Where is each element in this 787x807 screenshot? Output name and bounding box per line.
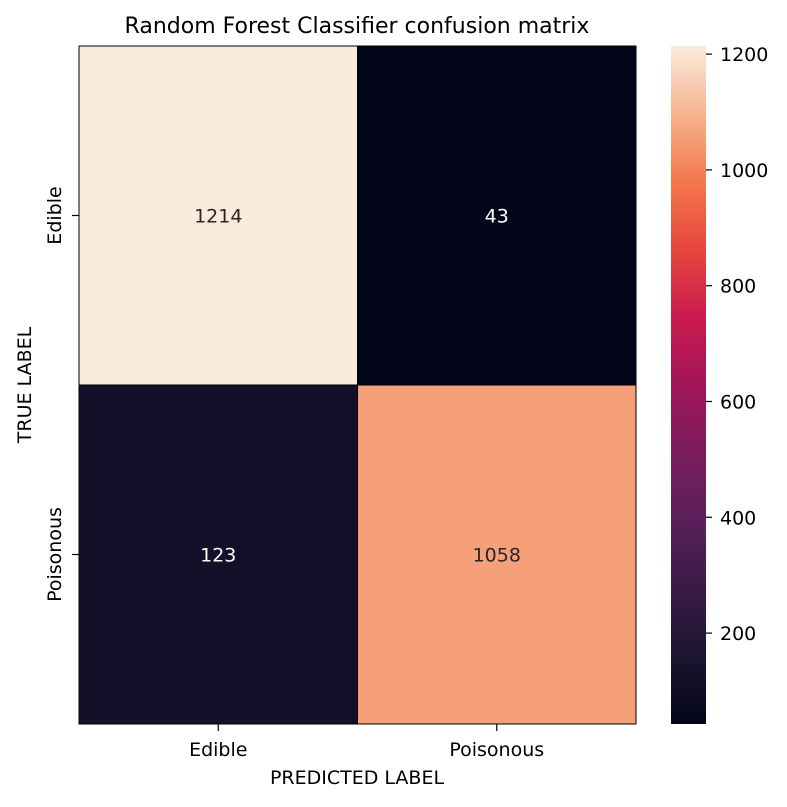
- heatmap-cell-poisonous-edible: [78, 384, 358, 725]
- x-axis: Edible Poisonous: [189, 724, 544, 761]
- heatmap-cell-poisonous-poisonous: [357, 384, 637, 725]
- heatmap-cell-edible-edible: [78, 45, 358, 386]
- colorbar-tick-label: 400: [720, 507, 756, 529]
- x-tick-label: Poisonous: [449, 739, 544, 761]
- chart-title: Random Forest Classifier confusion matri…: [125, 14, 590, 39]
- heatmap-cell-value: 43: [485, 206, 509, 228]
- heatmap-cells: [78, 45, 637, 725]
- y-tick-label: Poisonous: [44, 507, 66, 602]
- colorbar-tick-label: 800: [720, 276, 756, 298]
- colorbar-tick-label: 1200: [720, 44, 768, 66]
- heatmap-cell-edible-poisonous: [357, 45, 637, 386]
- y-axis: Edible Poisonous: [44, 186, 79, 602]
- colorbar-tick-label: 600: [720, 392, 756, 414]
- heatmap-cell-value: 1214: [194, 206, 242, 228]
- heatmap-cell-value: 1058: [473, 545, 521, 567]
- heatmap-cell-value: 123: [200, 545, 236, 567]
- y-tick-label: Edible: [44, 186, 66, 244]
- colorbar-tick-label: 200: [720, 623, 756, 645]
- colorbar-tick-label: 1000: [720, 160, 768, 182]
- x-axis-label: PREDICTED LABEL: [270, 767, 445, 789]
- colorbar-gradient: [671, 46, 706, 724]
- colorbar: 200 400 600 800 1000 1200: [671, 44, 768, 724]
- heatmap-cell-labels: 1214 43 123 1058: [194, 206, 521, 567]
- y-axis-label: TRUE LABEL: [14, 326, 36, 444]
- x-tick-label: Edible: [189, 739, 247, 761]
